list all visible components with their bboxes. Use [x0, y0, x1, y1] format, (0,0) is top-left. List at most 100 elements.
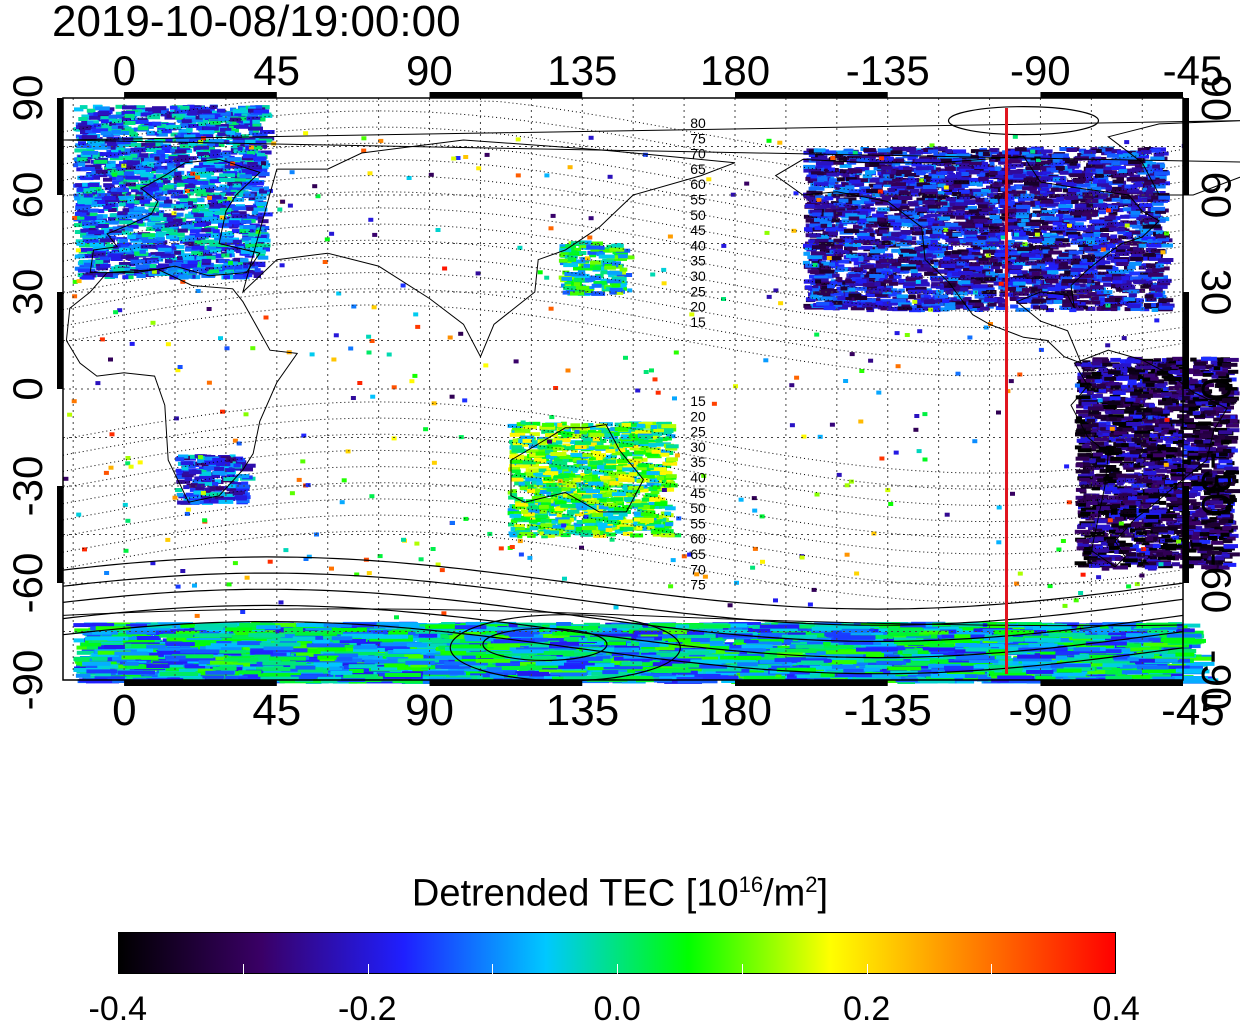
tec-cell	[941, 190, 949, 195]
tec-cell	[244, 116, 261, 121]
tec-cell	[156, 231, 168, 236]
tec-cell	[1069, 173, 1085, 178]
tec-cell	[1085, 300, 1101, 305]
tec-cell	[259, 136, 275, 141]
tec-cell	[1120, 214, 1130, 219]
tec-cell	[139, 176, 149, 181]
tec-cell	[251, 261, 266, 266]
tec-cell	[959, 259, 969, 264]
tec-cell	[208, 269, 219, 274]
tec-cell	[827, 284, 835, 289]
tec-cell	[83, 260, 92, 265]
tec-cell	[174, 109, 188, 114]
tec-cell	[886, 285, 893, 290]
tec-cell	[942, 181, 951, 186]
tec-cell	[1055, 166, 1065, 170]
tec-cell	[967, 307, 980, 311]
tec-cell	[825, 150, 837, 155]
tec-cell	[1127, 247, 1138, 252]
tec-cell	[107, 191, 122, 196]
tec-cell	[863, 148, 876, 153]
tec-cell	[914, 168, 925, 173]
tec-cell	[100, 232, 109, 237]
tec-cell	[823, 212, 834, 217]
tec-cell	[808, 239, 815, 244]
tec-cell	[952, 149, 967, 154]
tec-cell	[78, 194, 89, 199]
tec-cell	[187, 104, 195, 109]
tec-cell	[230, 187, 238, 192]
tec-cell	[884, 183, 896, 187]
tec-cell	[204, 255, 216, 260]
tec-cell	[1028, 268, 1037, 273]
tec-cell	[1069, 220, 1076, 224]
tec-cell	[231, 206, 247, 211]
tec-cell	[245, 243, 262, 248]
tec-cell	[947, 271, 954, 276]
tec-cell	[942, 299, 950, 303]
tec-cell	[256, 152, 266, 157]
tec-cell	[1123, 297, 1136, 302]
tec-cell	[877, 244, 885, 249]
tec-cell	[142, 161, 150, 166]
tec-cell	[886, 306, 897, 311]
tec-cell	[118, 156, 133, 161]
tec-cell	[81, 114, 90, 119]
tec-cell	[988, 225, 1000, 230]
tec-cell	[1063, 195, 1079, 200]
tec-cell	[1040, 149, 1053, 154]
tec-cell	[1116, 262, 1129, 266]
tec-cell	[143, 264, 157, 268]
tec-cell	[162, 122, 175, 127]
tec-cell	[963, 254, 975, 259]
tec-cell	[969, 265, 984, 270]
tec-cell	[190, 132, 207, 137]
tec-cell	[1120, 171, 1134, 176]
tec-cell	[1146, 172, 1155, 177]
tec-cell	[1047, 198, 1063, 203]
tec-cell	[1066, 190, 1082, 195]
tec-cell	[1093, 210, 1106, 215]
tec-cell	[146, 148, 162, 152]
tec-cell	[1144, 198, 1157, 203]
tec-cell	[146, 167, 158, 171]
tec-cell	[1002, 189, 1016, 194]
tec-cell	[217, 132, 231, 137]
tec-cell	[1158, 258, 1174, 262]
tec-cell	[158, 182, 164, 187]
tec-cell	[82, 150, 99, 155]
tec-cell	[1055, 282, 1064, 287]
tec-cell	[229, 117, 241, 122]
tec-cell	[112, 226, 122, 231]
tec-cell	[952, 205, 966, 210]
tec-cell	[218, 259, 230, 264]
tec-cell	[834, 253, 844, 257]
tec-cell	[250, 270, 264, 275]
tec-cell	[1025, 222, 1041, 227]
tec-cell	[157, 203, 174, 208]
tec-cell	[1068, 255, 1081, 260]
tec-cell	[891, 262, 902, 267]
tec-cell	[980, 189, 994, 193]
tec-cell	[826, 172, 837, 177]
tec-cell	[1124, 184, 1132, 189]
tec-cell	[1090, 296, 1099, 301]
tec-cell	[79, 126, 91, 131]
tec-cell	[998, 160, 1012, 165]
tec-cell	[89, 115, 105, 120]
tec-cell	[77, 209, 90, 214]
tec-cell	[137, 162, 145, 167]
tec-cell	[88, 230, 105, 235]
tec-cell	[90, 165, 101, 169]
tec-cell	[110, 257, 123, 261]
tec-cell	[934, 294, 949, 299]
tec-cell	[1115, 300, 1132, 305]
tec-cell	[1045, 216, 1059, 221]
tec-cell	[201, 228, 212, 233]
tec-cell	[174, 194, 189, 199]
tec-cell	[1078, 188, 1087, 193]
tec-cell	[805, 218, 820, 223]
tec-cell	[1056, 197, 1064, 202]
tec-cell	[104, 128, 116, 133]
tec-cell	[806, 201, 817, 206]
